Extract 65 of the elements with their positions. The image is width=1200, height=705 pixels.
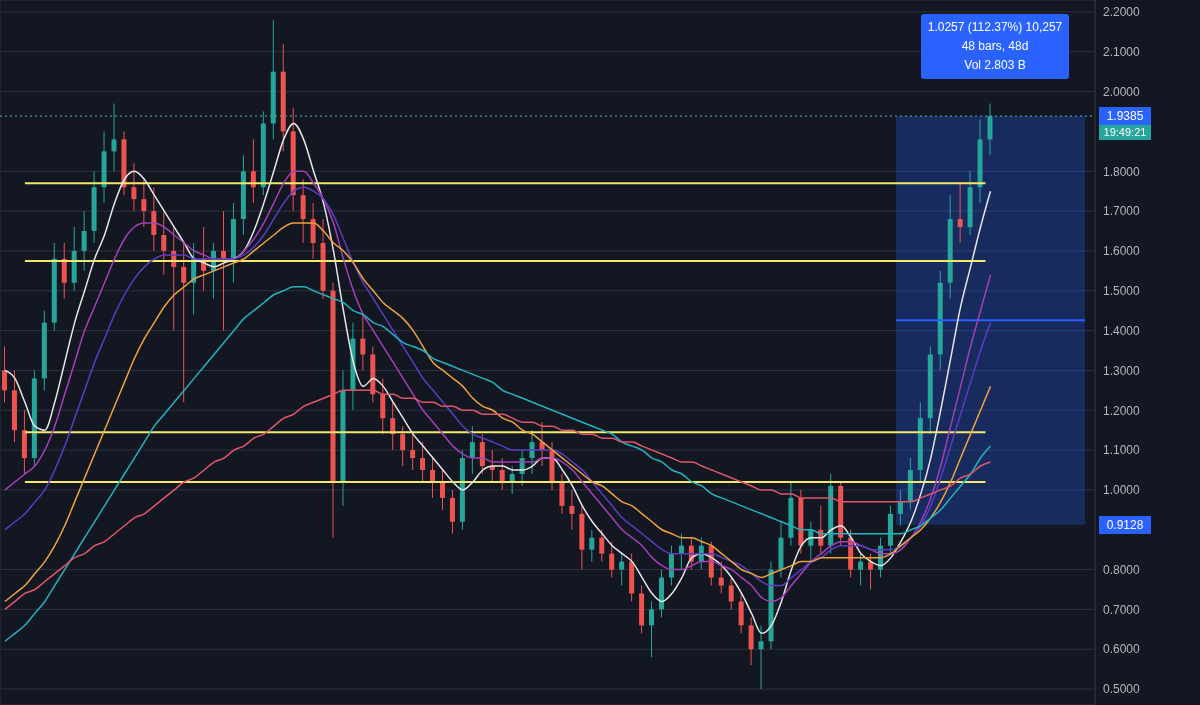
candlestick <box>420 441 426 483</box>
annotation: Vol 2.803 B <box>963 57 1027 74</box>
y-tick-label: 1.5000 <box>1103 284 1141 299</box>
candlestick <box>868 553 874 590</box>
candlestick <box>410 433 416 471</box>
candlestick <box>310 202 316 260</box>
annotation: 48 bars, 48d <box>960 38 1030 55</box>
y-tick-label: 1.4000 <box>1103 323 1141 338</box>
candlestick <box>599 529 605 563</box>
candlestick <box>499 457 505 491</box>
candlestick <box>181 242 187 403</box>
y-tick-label: 1.6000 <box>1103 244 1141 259</box>
y-tick-label: 1.2000 <box>1103 403 1141 418</box>
y-tick-label: 1.8000 <box>1103 164 1141 179</box>
candlestick <box>957 182 963 244</box>
candlestick <box>897 489 903 527</box>
candlestick <box>360 314 366 371</box>
y-tick-label: 0.5000 <box>1103 682 1141 697</box>
candlestick <box>141 178 147 228</box>
y-tick-label: 1.0000 <box>1103 483 1141 498</box>
y-tick-label: 2.0000 <box>1103 84 1141 99</box>
candlestick <box>748 616 754 666</box>
annotation: 1.0257 (112.37%) 10,257 <box>926 19 1064 36</box>
candlestick <box>151 186 157 252</box>
candlestick <box>131 162 137 212</box>
candlestick <box>300 178 306 244</box>
text: 19:49:21 <box>1099 125 1151 141</box>
candlestick <box>738 592 744 634</box>
candlestick <box>479 433 485 475</box>
text: 0.9128 <box>1099 515 1151 534</box>
candlestick <box>440 469 445 511</box>
line-series <box>4 122 992 635</box>
candlestick <box>449 489 455 535</box>
ref-line-label: 1.9385 <box>1099 107 1151 126</box>
candlestick <box>569 489 575 531</box>
candlestick <box>400 425 406 467</box>
candlestick <box>559 473 565 515</box>
candlestick <box>589 529 595 563</box>
candlestick <box>111 103 117 172</box>
y-tick-label: 1.3000 <box>1103 363 1141 378</box>
candlestick <box>161 210 167 276</box>
candlestick <box>758 624 764 690</box>
candlestick <box>987 103 993 156</box>
candlestick <box>609 541 615 579</box>
y-tick-label: 1.1000 <box>1103 443 1141 458</box>
y-tick-label: 1.7000 <box>1103 204 1141 219</box>
candlestick <box>469 425 475 475</box>
candlestick <box>858 553 864 587</box>
candlestick <box>430 457 436 499</box>
candlestick <box>380 377 386 435</box>
candlestick <box>728 577 734 610</box>
candlestick <box>718 561 724 594</box>
y-tick-label: 2.1000 <box>1103 45 1141 60</box>
y-tick-label: 2.2000 <box>1103 5 1141 20</box>
candlestick <box>619 553 625 587</box>
y-tick-label: 0.8000 <box>1103 562 1141 577</box>
candlestick <box>649 600 655 658</box>
candlestick <box>81 210 87 272</box>
y-tick-label: 0.6000 <box>1103 642 1141 657</box>
y-tick-label: 0.7000 <box>1103 602 1141 617</box>
candlestick <box>61 242 67 300</box>
candlestick <box>668 545 674 587</box>
line-series <box>4 286 992 643</box>
candlestick <box>2 346 7 403</box>
line-series <box>4 389 992 611</box>
